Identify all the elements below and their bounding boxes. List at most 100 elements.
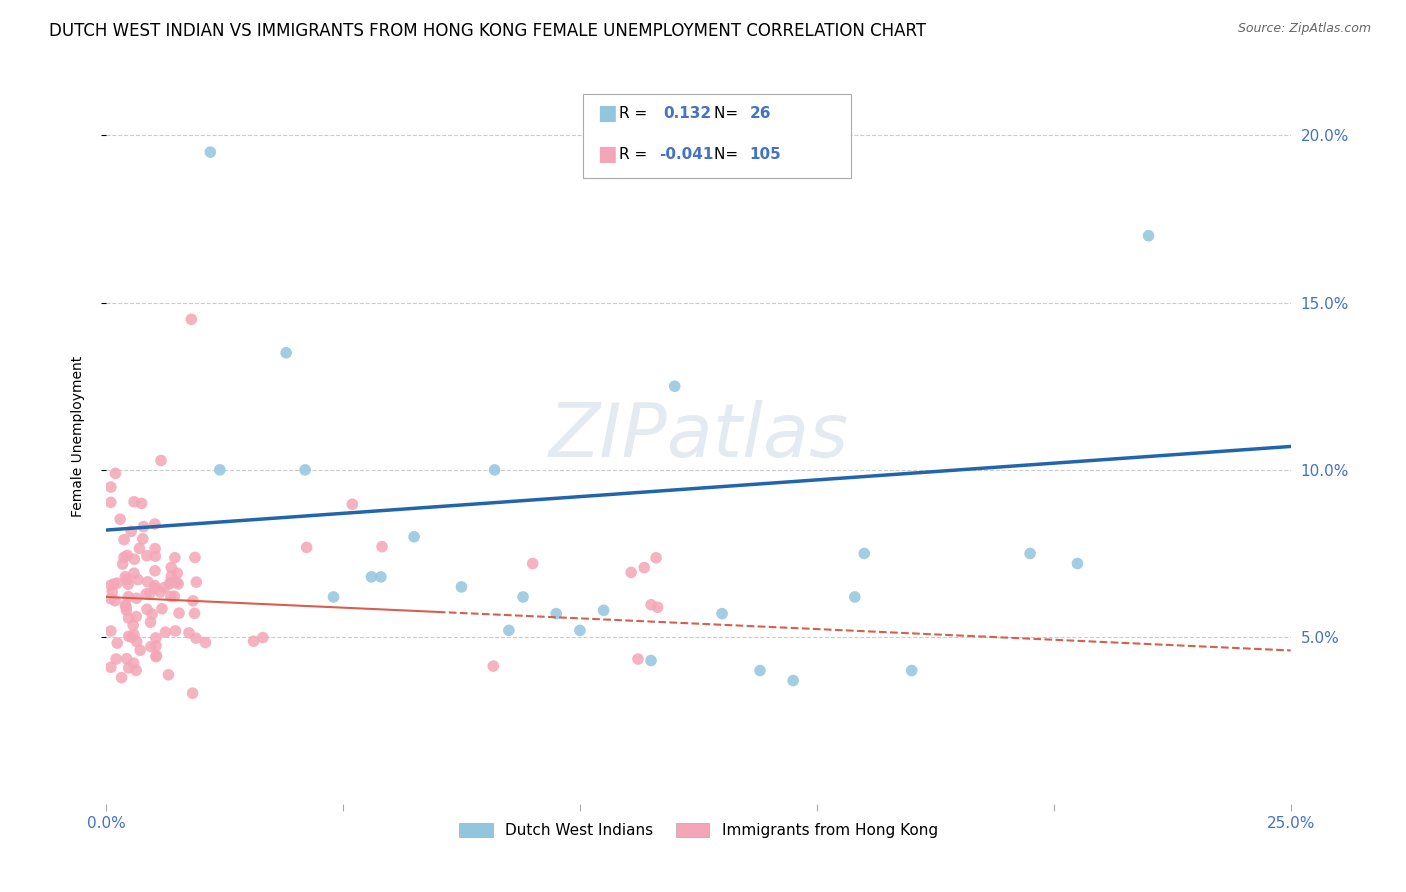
Point (160, 590, 183, 604)
Point (183, 607, 205, 621)
Point (132, 532, 155, 546)
Point (125, 664, 148, 678)
Point (135, 549, 157, 563)
Point (100, 578, 122, 592)
Point (114, 598, 136, 612)
Text: 0.132: 0.132 (664, 106, 711, 120)
Point (108, 512, 131, 526)
Point (112, 550, 135, 565)
Point (749, 664, 772, 678)
Point (498, 624, 520, 638)
Point (165, 575, 187, 590)
Point (157, 667, 180, 681)
Point (900, 664, 922, 678)
Point (143, 581, 166, 595)
Point (122, 566, 145, 581)
Point (163, 589, 186, 603)
Point (160, 575, 183, 590)
Point (482, 659, 505, 673)
Point (167, 577, 190, 591)
Point (105, 576, 128, 591)
Point (100, 624, 122, 638)
Point (122, 656, 145, 670)
Point (370, 570, 392, 584)
Point (252, 631, 274, 645)
Point (620, 566, 643, 580)
Point (159, 577, 181, 591)
Point (645, 550, 668, 565)
Point (165, 624, 187, 638)
Point (131, 496, 153, 510)
Text: 105: 105 (749, 147, 782, 161)
Point (450, 580, 472, 594)
Point (105, 652, 128, 666)
Text: R =: R = (619, 106, 652, 120)
Point (155, 625, 177, 640)
Point (145, 649, 167, 664)
Point (184, 631, 207, 645)
Point (136, 574, 159, 589)
Text: N=: N= (714, 106, 744, 120)
Point (115, 651, 138, 665)
Point (153, 581, 176, 595)
Point (242, 634, 264, 648)
Point (103, 577, 125, 591)
Point (141, 607, 163, 622)
Point (143, 578, 166, 592)
Point (711, 607, 734, 621)
Point (640, 653, 662, 667)
Point (160, 560, 183, 574)
Point (121, 630, 143, 644)
Point (117, 611, 139, 625)
Point (640, 598, 662, 612)
Text: -0.041: -0.041 (659, 147, 714, 161)
Point (100, 495, 122, 509)
Point (117, 661, 139, 675)
Point (139, 615, 162, 630)
Point (208, 463, 231, 477)
Point (122, 618, 145, 632)
Point (853, 546, 876, 560)
Point (135, 587, 157, 601)
Point (186, 575, 208, 590)
Point (180, 312, 202, 326)
Point (104, 593, 127, 607)
Text: DUTCH WEST INDIAN VS IMMIGRANTS FROM HONG KONG FEMALE UNEMPLOYMENT CORRELATION C: DUTCH WEST INDIAN VS IMMIGRANTS FROM HON… (49, 22, 927, 40)
Point (100, 591, 122, 606)
Point (404, 530, 426, 544)
Point (484, 463, 506, 477)
Point (1137, 228, 1160, 243)
Point (181, 594, 204, 608)
Legend: Dutch West Indians, Immigrants from Hong Kong: Dutch West Indians, Immigrants from Hong… (453, 817, 943, 845)
Point (110, 671, 132, 685)
Point (145, 549, 167, 563)
Point (149, 585, 172, 599)
Text: 26: 26 (749, 106, 770, 120)
Point (294, 463, 316, 477)
Point (664, 379, 686, 393)
Point (100, 480, 122, 494)
Point (101, 585, 124, 599)
Point (122, 495, 145, 509)
Point (150, 453, 173, 467)
Point (125, 609, 148, 624)
Point (104, 467, 127, 481)
Point (125, 591, 148, 606)
Point (145, 639, 167, 653)
Point (111, 557, 134, 571)
Point (163, 550, 186, 565)
Point (117, 590, 139, 604)
Point (568, 624, 591, 638)
Point (844, 590, 866, 604)
Point (136, 602, 159, 616)
Point (127, 573, 149, 587)
Text: N=: N= (714, 147, 744, 161)
Y-axis label: Female Unemployment: Female Unemployment (72, 356, 86, 517)
Point (115, 603, 138, 617)
Point (360, 570, 382, 584)
Point (129, 643, 152, 657)
Point (122, 628, 145, 642)
Point (512, 590, 534, 604)
Point (138, 586, 160, 600)
Point (145, 648, 167, 663)
